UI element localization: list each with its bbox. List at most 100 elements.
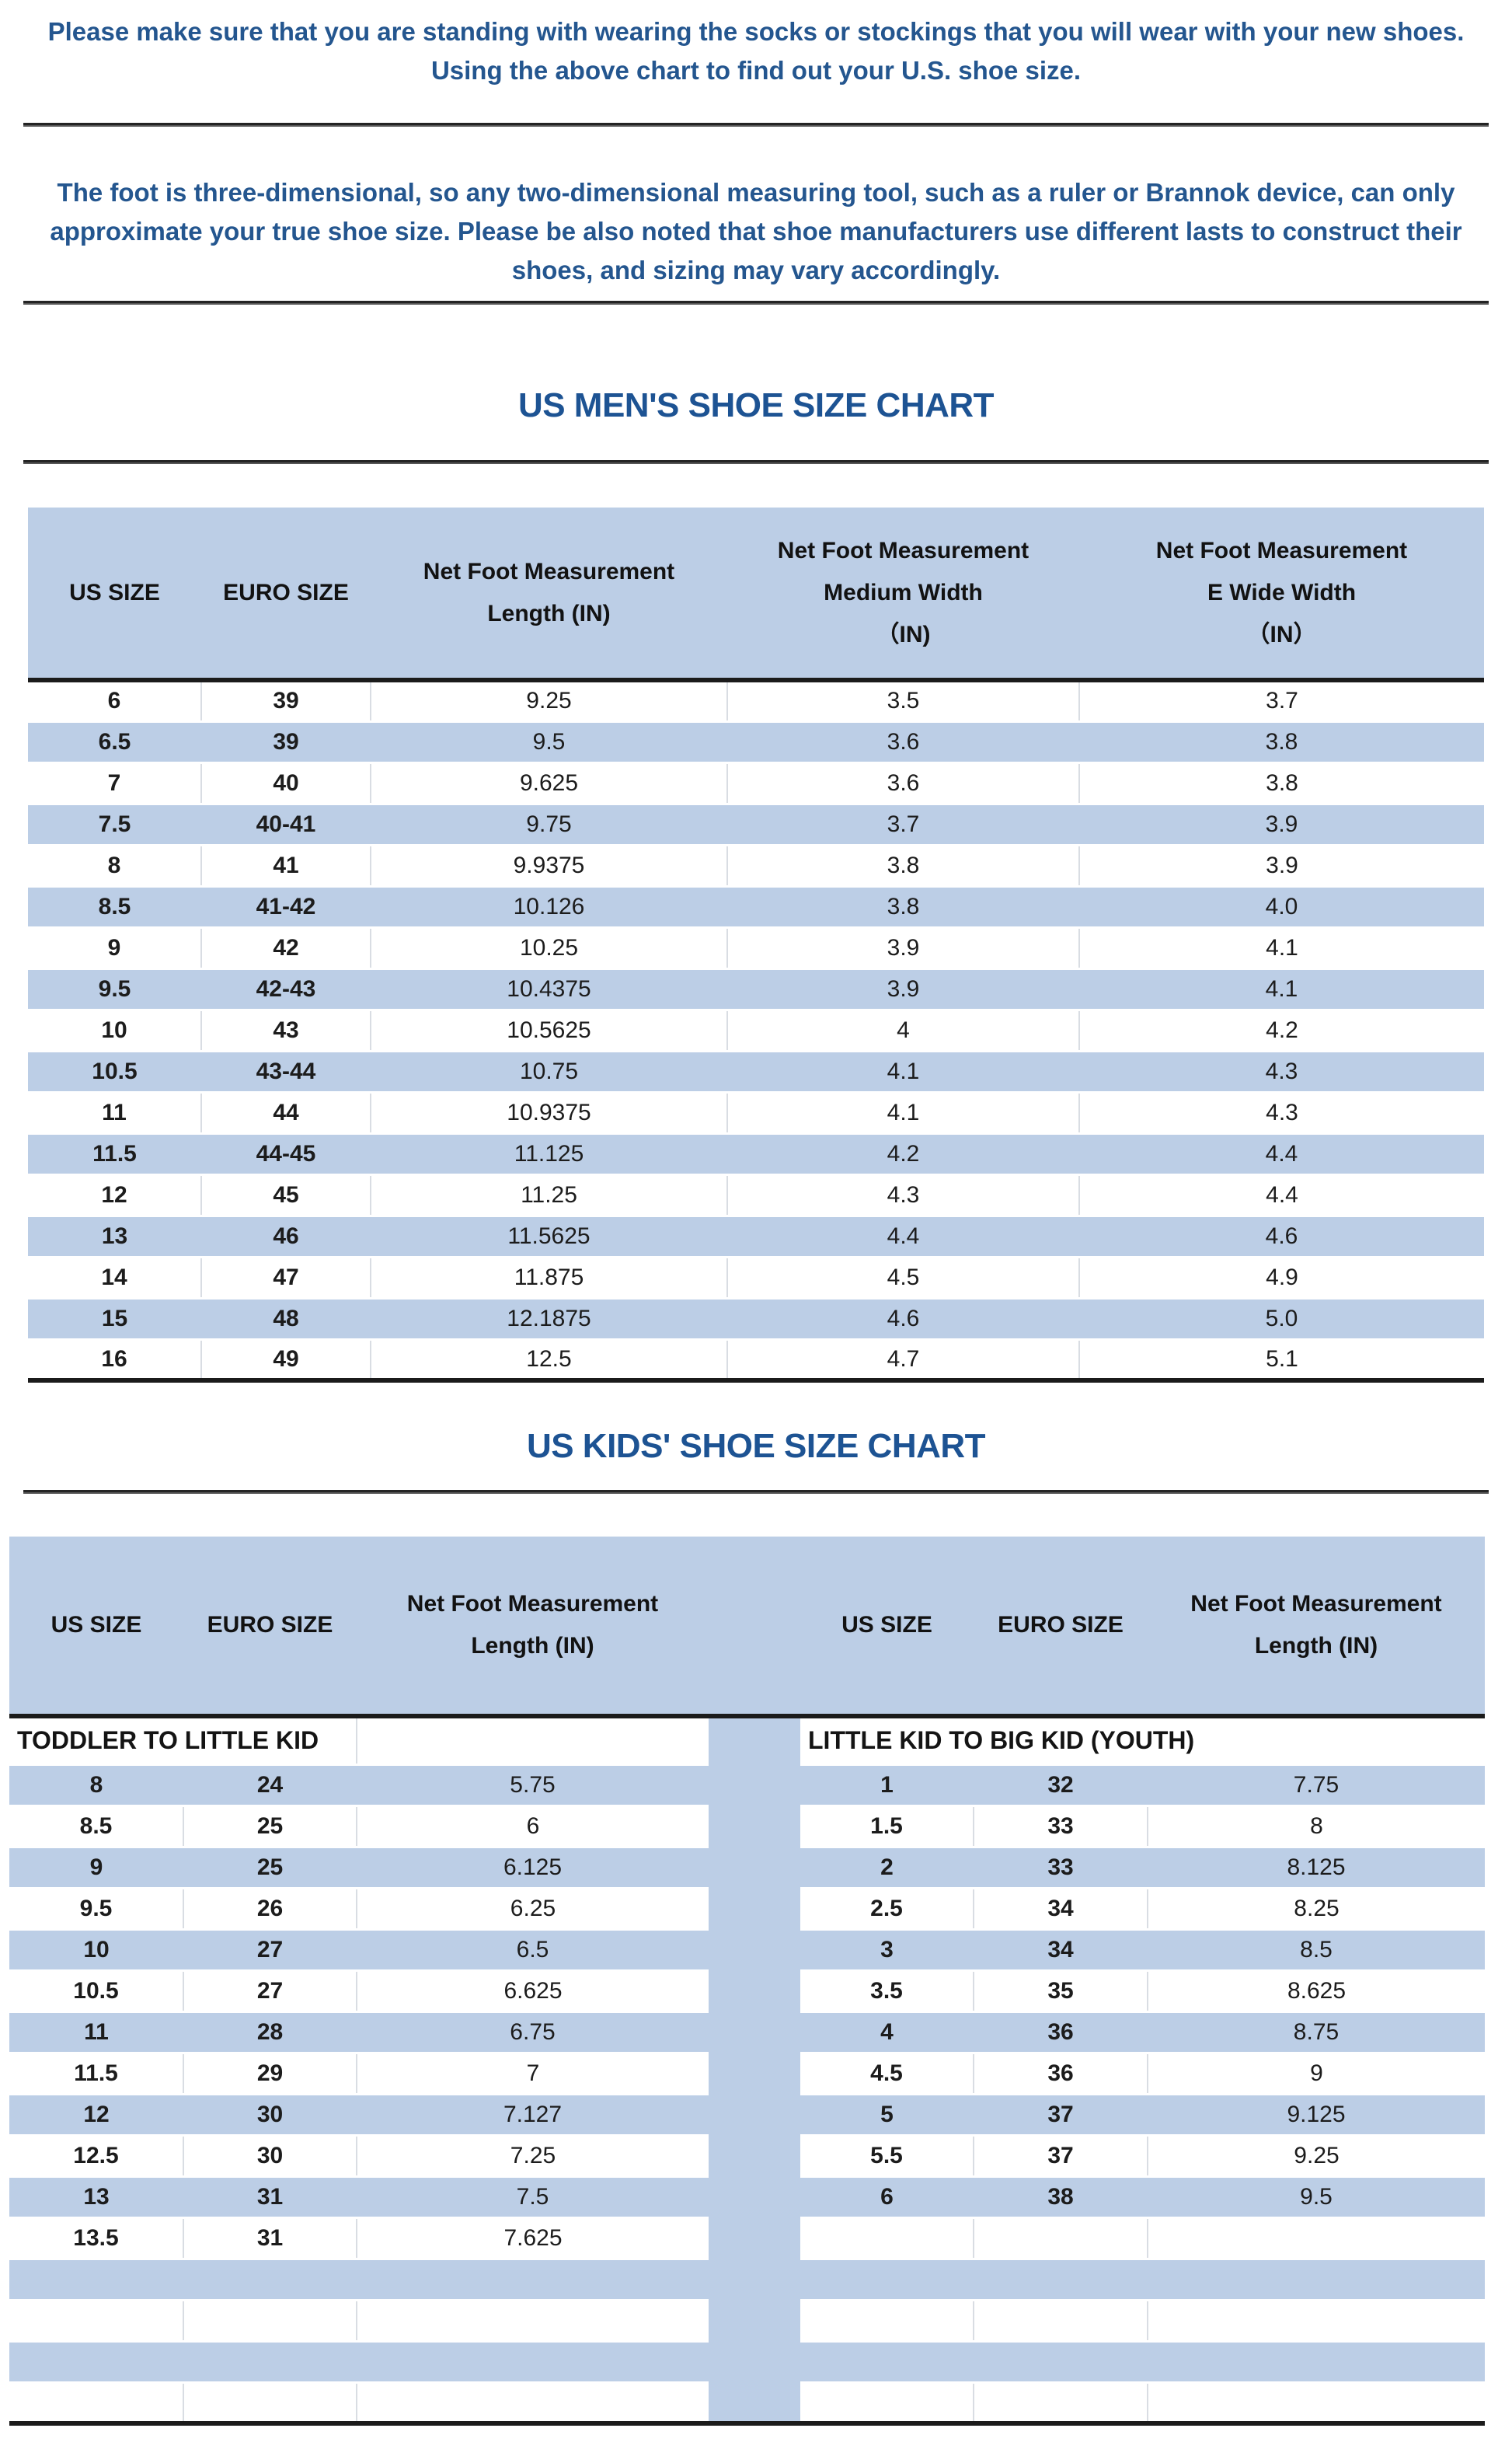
table-cell: 34 — [974, 1927, 1148, 1972]
table-cell — [1147, 2382, 1485, 2426]
table-cell: 5.5 — [800, 2135, 974, 2176]
table-cell: 11.5625 — [371, 1214, 727, 1258]
table-row: 7.5 40-41 9.75 3.7 3.9 — [28, 802, 1484, 846]
table-cell: 32 — [974, 1763, 1148, 1807]
table-cell: 30 — [183, 2135, 357, 2176]
table-cell: 25 — [183, 1805, 357, 1847]
table-cell: 8 — [1147, 1805, 1485, 1847]
table-cell — [1148, 2339, 1485, 2384]
table-cell: 6.5 — [28, 720, 201, 764]
table-cell — [800, 2217, 974, 2259]
table-cell: 42 — [200, 927, 371, 968]
kids-left-col-euro-size: EURO SIZE — [183, 1537, 357, 1718]
table-cell: 10 — [28, 1010, 201, 1051]
group-label-spacer — [357, 1716, 709, 1764]
table-row — [9, 2300, 1485, 2341]
kids-right-col-euro-size: EURO SIZE — [974, 1537, 1148, 1718]
table-cell: 8.5 — [9, 1805, 183, 1847]
table-cell: 4.5 — [726, 1257, 1079, 1298]
table-row: 12.5 30 7.25 5.5 37 9.25 — [9, 2135, 1485, 2176]
table-cell: 10.5625 — [370, 1010, 727, 1051]
table-cell: 9 — [9, 1845, 183, 1889]
table-row: 13.5 31 7.625 — [9, 2217, 1485, 2259]
table-cell: 36 — [974, 2010, 1148, 2054]
kids-gutter — [709, 2135, 800, 2176]
table-cell — [800, 2339, 974, 2384]
intro-note: Please make sure that you are standing w… — [31, 12, 1481, 90]
table-cell: 31 — [183, 2175, 357, 2219]
table-cell: 6.125 — [357, 1845, 709, 1889]
table-row: 6.5 39 9.5 3.6 3.8 — [28, 720, 1484, 764]
table-cell: 41-42 — [201, 884, 371, 929]
mens-table-header-row: US SIZE EURO SIZE Net Foot Measurement L… — [28, 508, 1484, 682]
table-cell: 13 — [9, 2175, 183, 2219]
table-cell: 31 — [183, 2217, 357, 2259]
table-cell — [800, 2382, 974, 2426]
table-cell: 10.5 — [9, 1970, 183, 2011]
table-cell — [9, 2257, 183, 2301]
intro-note-line2: Using the above chart to find out your U… — [430, 56, 1082, 85]
table-cell: 11 — [9, 2010, 183, 2054]
table-cell: 8 — [9, 1763, 183, 1807]
table-cell: 3.8 — [726, 845, 1079, 886]
table-cell: 5.0 — [1079, 1296, 1484, 1341]
table-cell: 15 — [28, 1296, 201, 1341]
mens-col-euro-size: EURO SIZE — [201, 508, 371, 682]
table-cell: 3.9 — [727, 967, 1079, 1011]
table-cell: 12.1875 — [371, 1296, 727, 1341]
kids-gutter — [709, 1888, 800, 1929]
table-cell: 40 — [200, 762, 371, 804]
kids-gutter — [709, 2300, 800, 2341]
table-cell: 27 — [183, 1970, 357, 2011]
table-cell: 7 — [28, 762, 201, 804]
table-cell — [800, 2257, 974, 2301]
table-cell: 44-45 — [201, 1132, 371, 1176]
table-cell: 9 — [28, 927, 201, 968]
table-cell: 36 — [973, 2053, 1148, 2094]
kids-gutter — [709, 2259, 800, 2300]
table-row: 11 44 10.9375 4.1 4.3 — [28, 1092, 1484, 1133]
kids-table-body: 8 24 5.75 1 32 7.75 8.5 25 6 1.5 33 8 9 25 6.125 2 33 8.1… — [9, 1763, 1485, 2426]
table-cell: 4.5 — [800, 2053, 974, 2094]
table-cell — [9, 2339, 183, 2384]
table-cell: 4.9 — [1078, 1257, 1484, 1298]
table-cell: 5 — [800, 2092, 974, 2137]
table-cell — [357, 2257, 709, 2301]
table-cell: 49 — [200, 1339, 371, 1383]
kids-gutter — [709, 2382, 800, 2426]
table-cell: 43-44 — [201, 1049, 371, 1094]
table-cell — [974, 2257, 1148, 2301]
kids-gutter — [709, 1716, 800, 1764]
table-cell: 8.25 — [1147, 1888, 1485, 1929]
table-cell — [973, 2300, 1148, 2341]
youth-group-label: LITTLE KID TO BIG KID (YOUTH) — [800, 1716, 1485, 1764]
mens-col-us-size: US SIZE — [28, 508, 201, 682]
kids-left-col-length: Net Foot Measurement Length (IN) — [357, 1537, 709, 1718]
table-row: 11.5 44-45 11.125 4.2 4.4 — [28, 1132, 1484, 1176]
table-cell: 27 — [183, 1927, 357, 1972]
table-cell: 4.4 — [1079, 1132, 1484, 1176]
table-cell: 4.3 — [1078, 1092, 1484, 1133]
table-cell: 3.6 — [726, 762, 1079, 804]
table-cell: 8.5 — [28, 884, 201, 929]
table-cell: 9.25 — [1147, 2135, 1485, 2176]
table-cell: 12 — [9, 2092, 183, 2137]
disclaimer-line3: shoes, and sizing may vary accordingly. — [511, 256, 1001, 284]
table-row: 9.5 26 6.25 2.5 34 8.25 — [9, 1888, 1485, 1929]
table-cell: 9 — [1147, 2053, 1485, 2094]
table-cell: 25 — [183, 1845, 357, 1889]
divider — [23, 301, 1489, 305]
table-cell: 4 — [726, 1010, 1079, 1051]
table-cell: 7 — [356, 2053, 709, 2094]
table-cell: 9.25 — [370, 680, 727, 721]
kids-size-table: US SIZE EURO SIZE Net Foot Measurement L… — [9, 1537, 1485, 2426]
table-row: 14 47 11.875 4.5 4.9 — [28, 1257, 1484, 1298]
table-cell: 7.5 — [28, 802, 201, 846]
table-row — [9, 2257, 1485, 2301]
table-cell: 13 — [28, 1214, 201, 1258]
table-cell: 30 — [183, 2092, 357, 2137]
table-cell — [356, 2382, 709, 2426]
table-cell: 41 — [200, 845, 371, 886]
table-cell — [9, 2300, 183, 2341]
kids-chart-title: US KIDS' SHOE SIZE CHART — [526, 1427, 986, 1465]
